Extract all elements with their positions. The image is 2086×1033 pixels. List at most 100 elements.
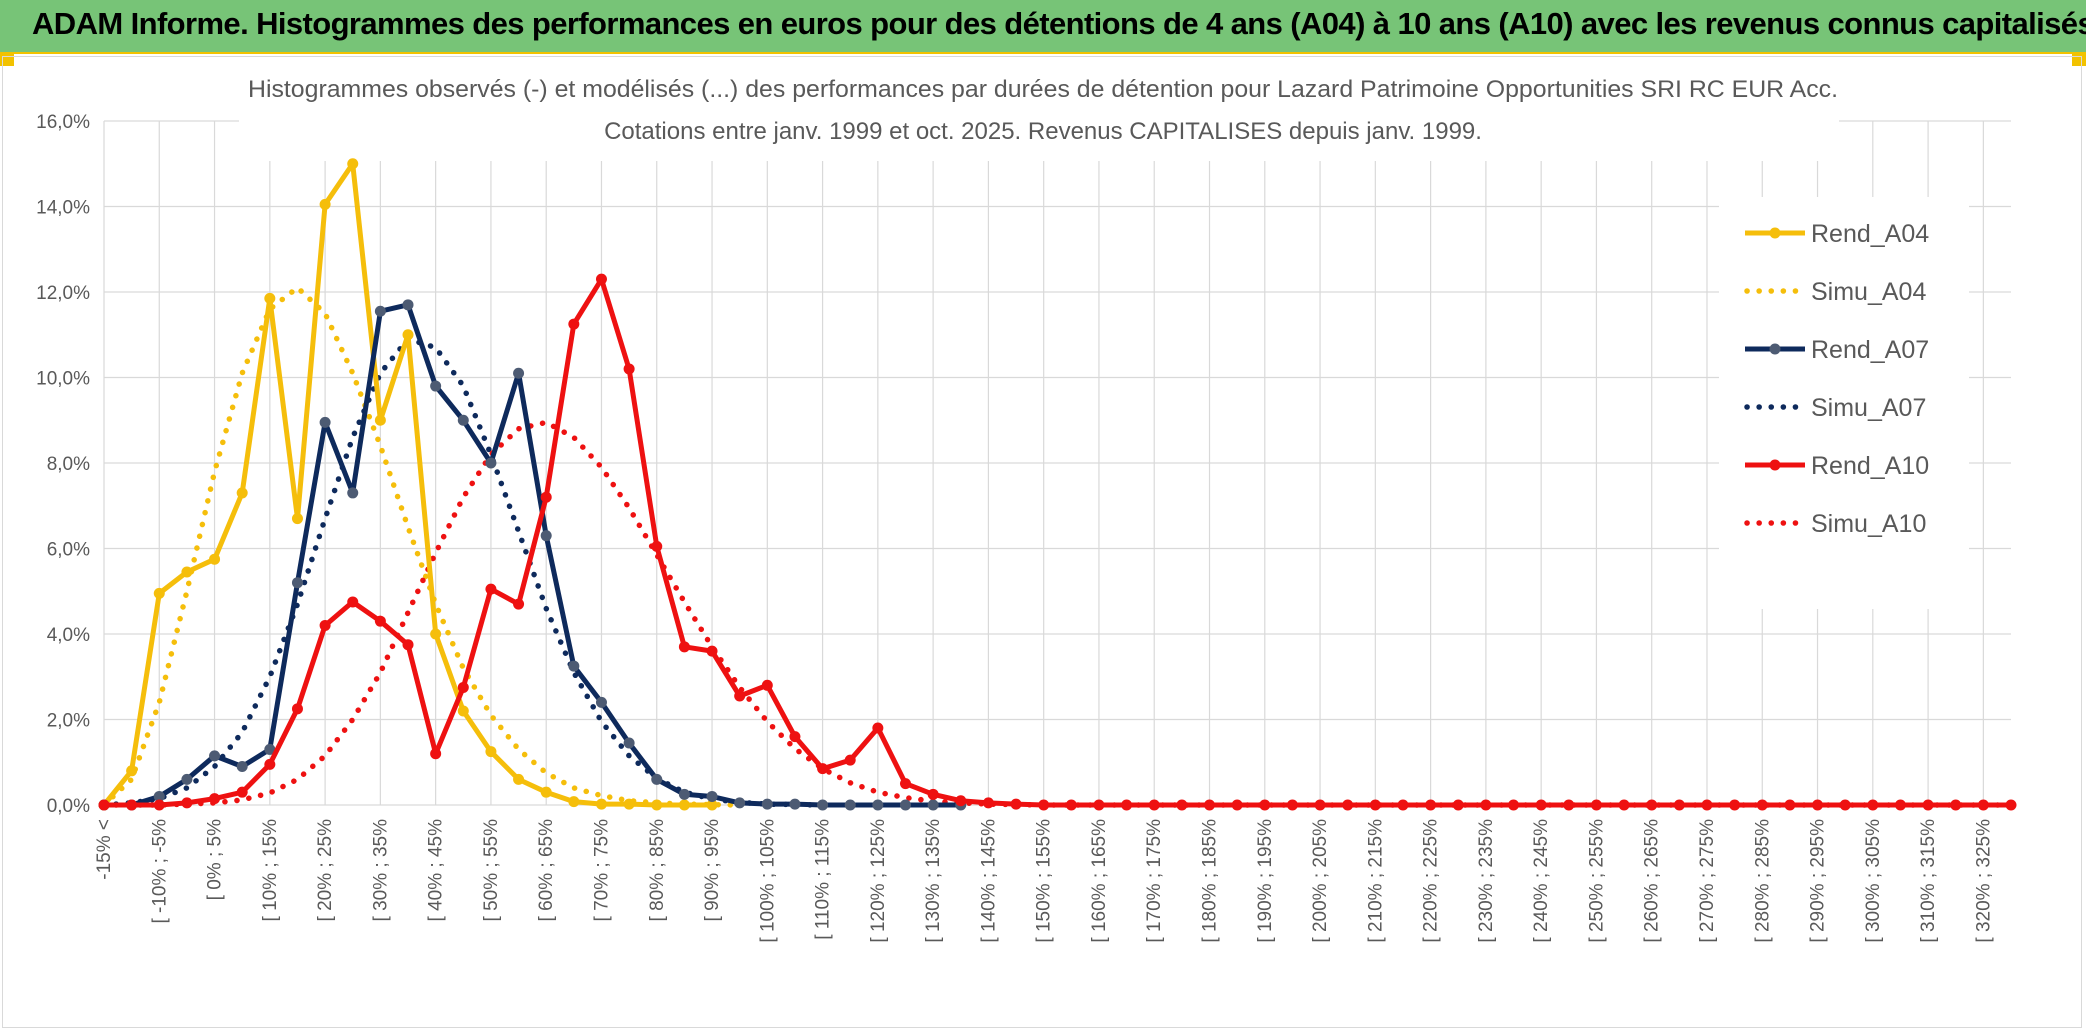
series-line-Simu_A07 (101, 336, 826, 808)
y-tick-label: 16,0% (36, 112, 90, 133)
data-point-Rend_A07 (623, 737, 635, 749)
x-tick-label: [ 50% ; 55% (481, 819, 502, 922)
x-tick-label: [ 100% ; 105% (757, 819, 778, 943)
data-point-Rend_A04 (153, 587, 165, 599)
x-tick-label: [ 280% ; 285% (1752, 819, 1773, 943)
data-point-Rend_A07 (568, 660, 580, 672)
data-point-Rend_A07 (347, 487, 359, 499)
data-point-Rend_A07 (706, 790, 718, 802)
data-point-Rend_A04 (236, 487, 248, 499)
data-point-Rend_A04 (347, 158, 359, 170)
data-point-Rend_A04 (319, 198, 331, 210)
data-point-Rend_A07 (513, 367, 525, 379)
chart-title-line2: Cotations entre janv. 1999 et oct. 2025.… (604, 118, 1482, 145)
data-point-Rend_A10 (374, 615, 386, 627)
x-tick-label: [ 70% ; 75% (591, 819, 612, 922)
data-point-Rend_A07 (789, 798, 801, 810)
data-point-Rend_A04 (126, 765, 138, 777)
data-point-Rend_A10 (1812, 799, 1824, 811)
data-point-Rend_A10 (1977, 799, 1989, 811)
data-point-Rend_A10 (1010, 798, 1022, 810)
x-tick-label: [ 170% ; 175% (1144, 819, 1165, 943)
performance-histogram-chart: 0,0% 2,0% 4,0% 6,0% 8,0% 10,0% 12,0% 14,0% 16,0%… (36, 59, 2017, 943)
data-point-Rend_A10 (1950, 799, 1962, 811)
data-point-Rend_A04 (181, 566, 193, 578)
legend-label-Rend_A10: Rend_A10 (1811, 452, 1929, 480)
data-point-Rend_A10 (485, 583, 497, 595)
data-point-Rend_A10 (1397, 799, 1409, 811)
data-point-Rend_A07 (264, 743, 276, 755)
data-point-Rend_A07 (927, 799, 939, 811)
x-tick-label: [ 250% ; 255% (1586, 819, 1607, 943)
series-line-Simu_A04 (101, 284, 743, 808)
data-point-Rend_A04 (513, 773, 525, 785)
x-tick-label: [ 110% ; 115% (813, 819, 834, 940)
data-point-Rend_A10 (595, 273, 607, 285)
legend-marker-Rend_A07 (1769, 343, 1781, 355)
x-tick-label: [ 290% ; 295% (1808, 819, 1829, 943)
legend-backing (1719, 197, 1969, 609)
data-point-Rend_A10 (1148, 799, 1160, 811)
chart-area: 0,0% 2,0% 4,0% 6,0% 8,0% 10,0% 12,0% 14,0% 16,0%… (2, 56, 2082, 1028)
data-point-Rend_A10 (955, 795, 967, 807)
x-tick-label: [ 210% ; 215% (1365, 819, 1386, 943)
legend-marker-Rend_A10 (1769, 459, 1781, 471)
data-point-Rend_A10 (899, 778, 911, 790)
data-point-Rend_A10 (430, 748, 442, 760)
legend-label-Simu_A04: Simu_A04 (1811, 278, 1926, 306)
data-point-Rend_A10 (982, 797, 994, 809)
data-point-Rend_A10 (1176, 799, 1188, 811)
x-tick-label: [ -10% ; -5% (149, 819, 170, 924)
legend-label-Rend_A04: Rend_A04 (1811, 220, 1929, 248)
data-point-Rend_A07 (899, 799, 911, 811)
legend-marker-Rend_A04 (1769, 227, 1781, 239)
legend-label-Simu_A10: Simu_A10 (1811, 510, 1926, 538)
data-point-Rend_A10 (734, 690, 746, 702)
data-point-Rend_A07 (374, 305, 386, 317)
series-line-Rend_A04 (102, 161, 712, 808)
data-point-Rend_A10 (872, 722, 884, 734)
data-point-Rend_A10 (2005, 799, 2017, 811)
x-tick-label: [ 0% ; 5% (205, 819, 226, 900)
data-point-Rend_A10 (1563, 799, 1575, 811)
data-point-Rend_A10 (181, 797, 193, 809)
data-point-Rend_A10 (291, 703, 303, 715)
x-tick-label: [ 160% ; 165% (1089, 819, 1110, 943)
data-point-Rend_A10 (927, 788, 939, 800)
x-tick-label: [ 60% ; 65% (536, 819, 557, 922)
data-point-Rend_A10 (1369, 799, 1381, 811)
data-point-Rend_A10 (1425, 799, 1437, 811)
corner-accent-right (2072, 52, 2086, 66)
data-point-Rend_A10 (1618, 799, 1630, 811)
data-point-Rend_A10 (1508, 799, 1520, 811)
data-point-Rend_A04 (430, 628, 442, 640)
x-tick-label: [ 30% ; 35% (370, 819, 391, 922)
x-tick-label: [ 140% ; 145% (978, 819, 999, 943)
data-point-Rend_A10 (153, 799, 165, 811)
data-point-Rend_A10 (513, 598, 525, 610)
data-point-Rend_A10 (1894, 799, 1906, 811)
data-point-Rend_A10 (706, 645, 718, 657)
data-point-Rend_A10 (1756, 799, 1768, 811)
data-point-Rend_A04 (678, 799, 690, 811)
x-tick-label: -15% < (94, 819, 115, 880)
series-line-Rend_A10 (104, 276, 2011, 808)
x-tick-label: [ 240% ; 245% (1531, 819, 1552, 943)
data-point-Rend_A07 (457, 414, 469, 426)
data-point-Rend_A04 (374, 414, 386, 426)
data-point-Rend_A10 (1922, 799, 1934, 811)
data-point-Rend_A07 (319, 416, 331, 428)
data-point-Rend_A04 (291, 513, 303, 525)
data-point-Rend_A04 (485, 746, 497, 758)
data-point-Rend_A07 (844, 799, 856, 811)
data-point-Rend_A07 (485, 457, 497, 469)
data-point-Rend_A10 (1701, 799, 1713, 811)
data-point-Rend_A10 (1480, 799, 1492, 811)
x-tick-label: [ 180% ; 185% (1200, 819, 1221, 943)
x-tick-label: [ 130% ; 135% (923, 819, 944, 943)
data-point-Rend_A10 (1204, 799, 1216, 811)
x-tick-label: [ 320% ; 325% (1973, 819, 1994, 943)
data-point-Rend_A10 (236, 786, 248, 798)
data-point-Rend_A04 (623, 798, 635, 810)
data-point-Rend_A10 (1093, 799, 1105, 811)
